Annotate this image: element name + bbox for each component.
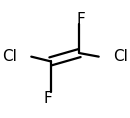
- Text: Cl: Cl: [113, 49, 128, 64]
- Text: F: F: [44, 91, 53, 106]
- Text: Cl: Cl: [2, 49, 17, 64]
- Text: F: F: [76, 12, 85, 27]
